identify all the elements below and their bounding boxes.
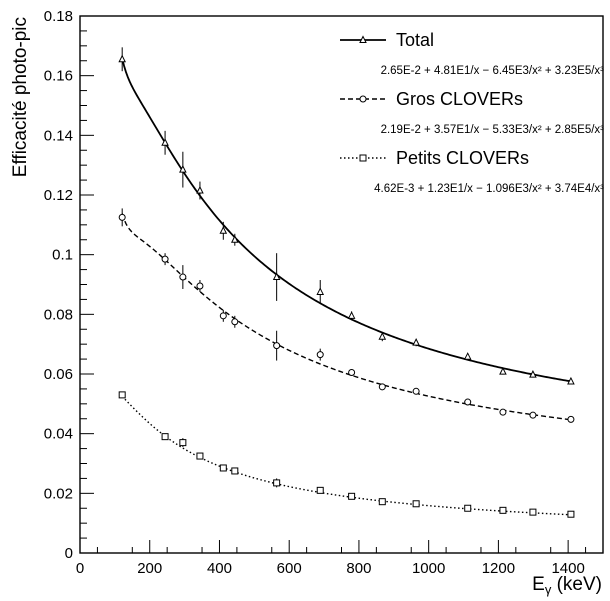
x-tick-label: 400 bbox=[207, 560, 232, 577]
data-point bbox=[161, 138, 169, 146]
data-point bbox=[196, 282, 204, 290]
series-points bbox=[118, 208, 575, 423]
data-point bbox=[412, 387, 420, 395]
data-point bbox=[316, 486, 324, 494]
fit-curve bbox=[121, 213, 572, 421]
x-tick-label: 200 bbox=[137, 560, 162, 577]
data-point bbox=[272, 272, 281, 281]
x-tick-label: 1400 bbox=[551, 560, 584, 577]
data-point bbox=[273, 342, 281, 350]
data-point bbox=[348, 369, 356, 377]
data-point bbox=[529, 411, 537, 419]
plot-frame bbox=[79, 15, 604, 554]
data-point bbox=[348, 492, 356, 500]
y-axis-title: Efficacité photo-pic bbox=[10, 17, 31, 177]
y-tick-label: 0.18 bbox=[44, 8, 73, 25]
data-point bbox=[161, 433, 169, 441]
data-point bbox=[161, 255, 169, 263]
y-tick-label: 0.06 bbox=[44, 366, 73, 383]
data-point bbox=[463, 352, 472, 360]
data-point bbox=[230, 235, 239, 243]
data-point bbox=[219, 226, 228, 234]
x-axis-title-subscript: γ bbox=[545, 582, 552, 597]
data-point bbox=[529, 369, 537, 378]
data-point bbox=[118, 391, 126, 399]
x-axis-title-unit: (keV) bbox=[551, 574, 602, 595]
data-point bbox=[567, 376, 575, 385]
data-point bbox=[567, 415, 575, 423]
data-point bbox=[273, 479, 281, 487]
data-point bbox=[231, 318, 239, 326]
y-tick-label: 0.16 bbox=[44, 68, 73, 85]
y-tick-label: 0.14 bbox=[44, 127, 73, 144]
x-tick-label: 600 bbox=[277, 560, 302, 577]
y-tick-label: 0.1 bbox=[52, 247, 73, 264]
legend-name: Petits CLOVERs bbox=[396, 148, 529, 168]
data-point bbox=[196, 185, 204, 194]
data-point bbox=[118, 213, 126, 221]
series-points bbox=[118, 391, 575, 518]
x-tick-label: 1200 bbox=[482, 560, 515, 577]
data-point bbox=[464, 398, 472, 406]
data-point bbox=[529, 508, 537, 516]
y-tick-label: 0.04 bbox=[44, 426, 73, 443]
x-tick-label: 1000 bbox=[412, 560, 445, 577]
legend-marker bbox=[359, 154, 367, 162]
data-point bbox=[219, 464, 227, 472]
data-points bbox=[118, 47, 575, 518]
data-point bbox=[347, 311, 356, 319]
data-point bbox=[196, 452, 204, 460]
y-tick-label: 0.08 bbox=[44, 306, 73, 323]
legend-formula: 4.62E-3 + 1.23E1/x − 1.096E3/x² + 3.74E4… bbox=[374, 183, 604, 195]
fit-curve bbox=[121, 58, 572, 383]
data-point bbox=[499, 408, 507, 416]
data-point bbox=[412, 500, 420, 508]
legend-formula: 2.19E-2 + 3.57E1/x − 5.33E3/x² + 2.85E5/… bbox=[381, 124, 605, 136]
legend-name: Gros CLOVERs bbox=[396, 89, 523, 109]
x-axis-title: Eγ (keV) bbox=[532, 574, 602, 597]
x-tick-label: 0 bbox=[76, 560, 84, 577]
x-axis-title-main: E bbox=[532, 574, 545, 595]
data-point bbox=[316, 287, 325, 295]
series-points bbox=[118, 47, 575, 385]
legend-marker bbox=[359, 35, 367, 43]
data-point bbox=[118, 54, 126, 63]
data-point bbox=[378, 332, 387, 340]
data-point bbox=[179, 439, 187, 447]
axis-ticks: 0 200 400 600 800 1000 1200 1400 0 0.02 0.04 0.06 0.… bbox=[44, 8, 587, 577]
data-point bbox=[378, 498, 386, 506]
y-tick-label: 0.02 bbox=[44, 485, 73, 502]
y-tick-label: 0.12 bbox=[44, 187, 73, 204]
legend: Total 2.65E-2 + 4.81E1/x − 6.45E3/x² + 3.… bbox=[340, 30, 604, 195]
x-tick-label: 800 bbox=[346, 560, 371, 577]
data-point bbox=[499, 506, 507, 514]
data-point bbox=[464, 504, 472, 512]
data-point bbox=[219, 312, 227, 320]
data-point bbox=[378, 383, 386, 391]
y-tick-label: 0 bbox=[65, 545, 73, 562]
data-point bbox=[412, 338, 420, 346]
legend-formula: 2.65E-2 + 4.81E1/x − 6.45E3/x² + 3.23E5/… bbox=[381, 65, 605, 77]
legend-marker bbox=[359, 95, 367, 103]
data-point bbox=[316, 351, 324, 359]
data-point bbox=[499, 366, 507, 375]
data-point bbox=[567, 510, 575, 518]
data-point bbox=[231, 467, 239, 475]
legend-name: Total bbox=[396, 30, 434, 50]
data-point bbox=[179, 165, 187, 173]
data-point bbox=[179, 273, 187, 281]
